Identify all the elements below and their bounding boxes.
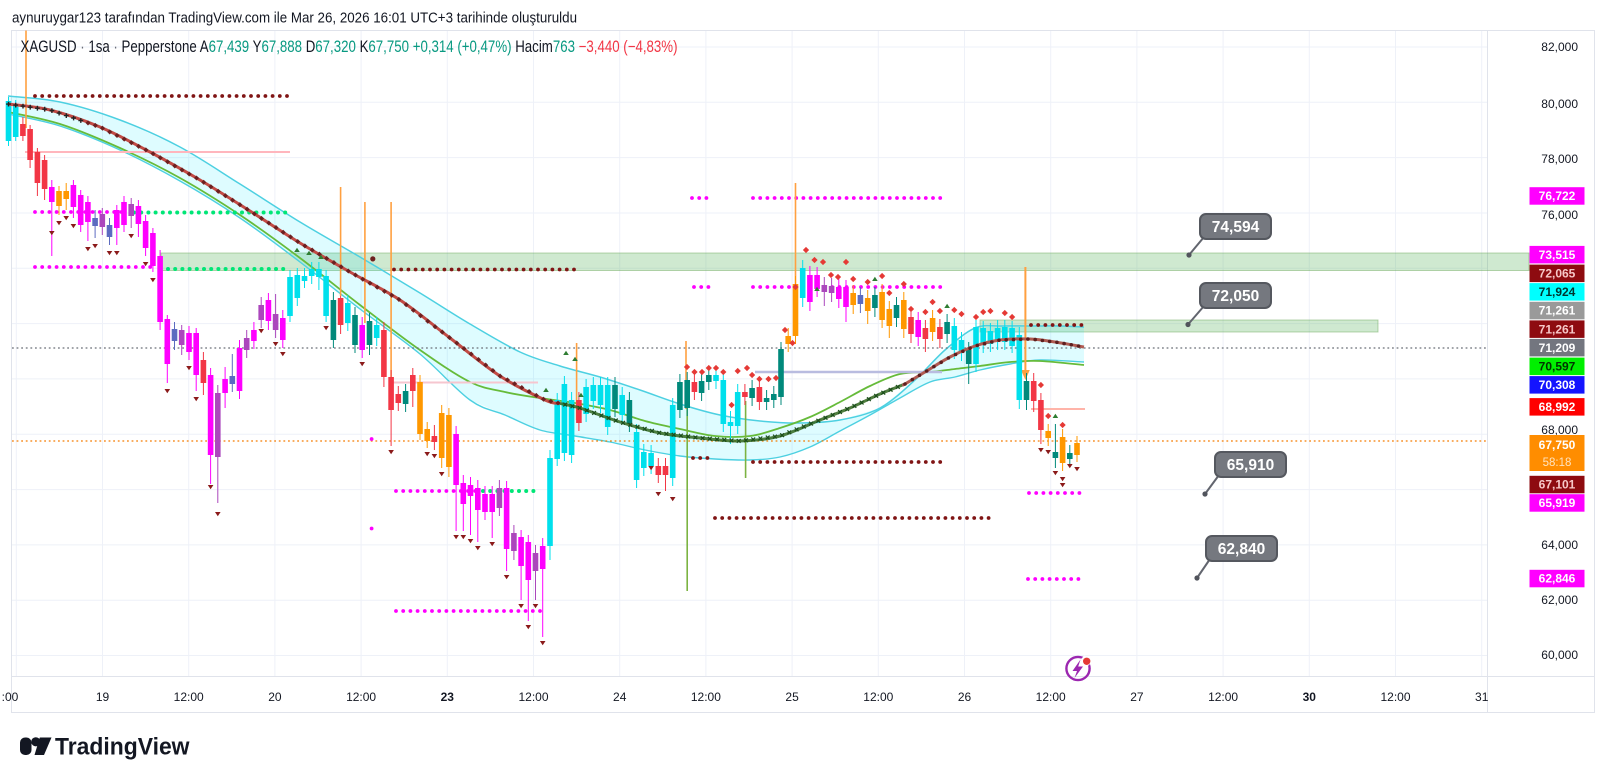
svg-text:12:00: 12:00 <box>518 690 548 704</box>
svg-text:12:00: 12:00 <box>1380 690 1410 704</box>
svg-text:76,722: 76,722 <box>1539 189 1576 203</box>
svg-text:72,065: 72,065 <box>1539 267 1576 281</box>
svg-text:80,000: 80,000 <box>1541 97 1578 111</box>
svg-text:58:18: 58:18 <box>1543 457 1572 469</box>
svg-text:73,515: 73,515 <box>1539 248 1576 262</box>
svg-text:19: 19 <box>96 690 110 704</box>
svg-text:70,597: 70,597 <box>1539 360 1576 374</box>
svg-text:65,919: 65,919 <box>1539 496 1576 510</box>
svg-text:64,000: 64,000 <box>1541 538 1578 552</box>
svg-text:30: 30 <box>1303 690 1317 704</box>
svg-text:65,910: 65,910 <box>1227 457 1274 474</box>
svg-text:31: 31 <box>1475 690 1489 704</box>
svg-text:12:00: 12:00 <box>1208 690 1238 704</box>
svg-text:12:00: 12:00 <box>174 690 204 704</box>
svg-text:76,000: 76,000 <box>1541 208 1578 222</box>
svg-text:TradingView: TradingView <box>55 734 190 761</box>
svg-text:62,840: 62,840 <box>1218 541 1265 558</box>
svg-text:71,261: 71,261 <box>1539 304 1576 318</box>
svg-text:26: 26 <box>958 690 972 704</box>
svg-text:25: 25 <box>785 690 799 704</box>
svg-text:67,750: 67,750 <box>1539 438 1576 452</box>
svg-text:20: 20 <box>268 690 282 704</box>
svg-text:aynuruygar123 tarafından Tradi: aynuruygar123 tarafından TradingView.com… <box>12 11 577 27</box>
svg-text:12:00: 12:00 <box>691 690 721 704</box>
svg-text:23: 23 <box>441 690 455 704</box>
svg-text:62,846: 62,846 <box>1539 572 1576 586</box>
svg-text:67,101: 67,101 <box>1539 478 1576 492</box>
svg-text:60,000: 60,000 <box>1541 648 1578 662</box>
svg-text:70,308: 70,308 <box>1539 378 1576 392</box>
svg-text:XAGUSD · 1sa · Pepperstone A6: XAGUSD · 1sa · Pepperstone A67,439 Y67,8… <box>21 38 678 56</box>
svg-text:71,924: 71,924 <box>1539 285 1576 299</box>
svg-text:72,050: 72,050 <box>1212 288 1259 305</box>
svg-text:82,000: 82,000 <box>1541 40 1578 54</box>
svg-text:12:00: 12:00 <box>863 690 893 704</box>
svg-text:68,000: 68,000 <box>1541 423 1578 437</box>
svg-text:68,992: 68,992 <box>1539 400 1576 414</box>
svg-text:74,594: 74,594 <box>1212 219 1260 236</box>
svg-text:71,261: 71,261 <box>1539 322 1576 336</box>
svg-text:12:00: 12:00 <box>346 690 376 704</box>
svg-text:27: 27 <box>1130 690 1144 704</box>
svg-text:78,000: 78,000 <box>1541 152 1578 166</box>
svg-text:71,209: 71,209 <box>1539 341 1576 355</box>
svg-text:24: 24 <box>613 690 627 704</box>
svg-text:62,000: 62,000 <box>1541 593 1578 607</box>
svg-text::00: :00 <box>2 690 19 704</box>
svg-text:12:00: 12:00 <box>1036 690 1066 704</box>
